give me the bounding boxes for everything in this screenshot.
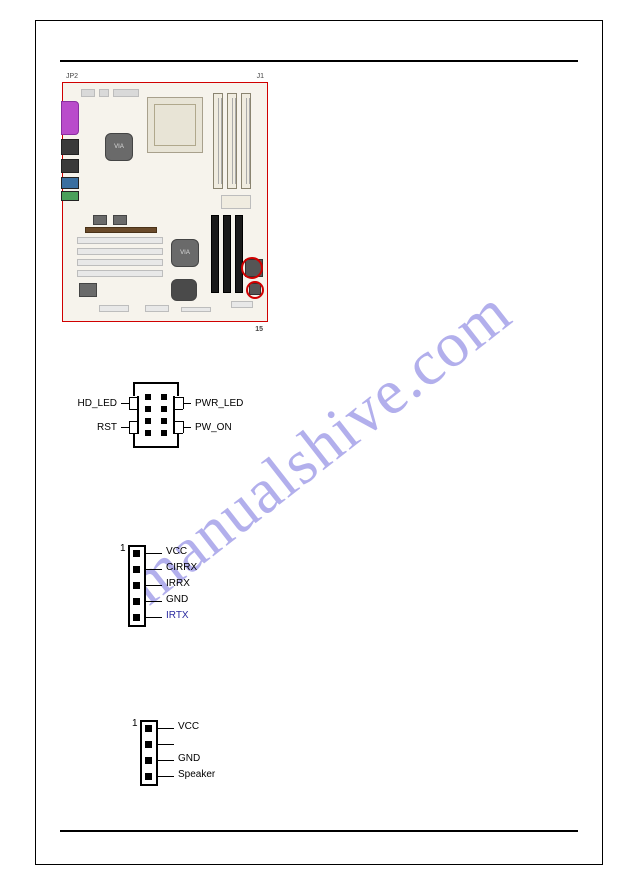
lead (158, 760, 174, 761)
ide-connector (211, 215, 219, 293)
pin (145, 406, 151, 412)
rule-top (60, 60, 578, 62)
callout-circle (241, 257, 263, 279)
pin (133, 582, 140, 589)
motherboard-diagram: JP2 J1 VIA VIA (62, 82, 268, 322)
chip-misc (93, 215, 107, 225)
label-hd-led: HD_LED (78, 398, 117, 409)
lead (129, 409, 137, 410)
pin (133, 614, 140, 621)
agp-slot (85, 227, 157, 233)
header-small (99, 89, 109, 97)
header-small (231, 301, 253, 308)
chip-southbridge: VIA (171, 239, 199, 267)
label-jp2: JP2 (66, 73, 78, 80)
ram-slot (241, 93, 251, 189)
rule-bottom (60, 830, 578, 832)
label-bottom: 15 (255, 326, 263, 333)
pin (145, 430, 151, 436)
lead (129, 421, 137, 422)
pin-label: IRTX (166, 610, 189, 621)
lead (129, 397, 130, 409)
pin (161, 418, 167, 424)
pci-slot (77, 270, 163, 277)
lead (158, 776, 174, 777)
header-small (145, 305, 169, 312)
pin-label: GND (166, 594, 188, 605)
pin (145, 773, 152, 780)
lead (146, 553, 162, 554)
header-small (99, 305, 129, 312)
lead (129, 421, 130, 433)
port-parallel (61, 101, 79, 135)
pin-label: VCC (166, 546, 187, 557)
pin (133, 598, 140, 605)
lead (175, 397, 183, 398)
ide-connector (235, 215, 243, 293)
j1-connector-diagram: 1 VCC GND Speaker (122, 720, 282, 796)
chip-northbridge: VIA (105, 133, 133, 161)
pin (161, 406, 167, 412)
header-tab (133, 434, 179, 448)
lead (146, 601, 162, 602)
cpu-socket (147, 97, 203, 153)
pin (145, 741, 152, 748)
lead (146, 617, 162, 618)
pci-slot (77, 237, 163, 244)
pin1-marker: 1 (120, 543, 126, 554)
port-ps2 (61, 139, 79, 155)
lead (129, 433, 137, 434)
pin (133, 566, 140, 573)
pin (145, 394, 151, 400)
pin-label: CIRRX (166, 562, 197, 573)
atx-power (221, 195, 251, 209)
lead (183, 427, 191, 428)
ide-connector (223, 215, 231, 293)
pin (145, 418, 151, 424)
label-pw-on: PW_ON (195, 422, 232, 433)
chip-misc (113, 215, 127, 225)
pin (133, 550, 140, 557)
pci-slot (77, 248, 163, 255)
pin (161, 394, 167, 400)
pin (145, 725, 152, 732)
lead (158, 728, 174, 729)
lead (129, 397, 137, 398)
pin-label: VCC (178, 721, 199, 732)
header-small (181, 307, 211, 312)
callout-circle (246, 281, 264, 299)
lead (146, 585, 162, 586)
port-vga (61, 177, 79, 189)
pin (145, 757, 152, 764)
label-j1: J1 (257, 73, 264, 80)
lead (146, 569, 162, 570)
pin-label: IRRX (166, 578, 190, 589)
pin-label: Speaker (178, 769, 215, 780)
header-small (81, 89, 95, 97)
lead (121, 403, 129, 404)
header-small (113, 89, 139, 97)
label-pwr-led: PWR_LED (195, 398, 243, 409)
j2-connector-diagram: 1 VCC CIRRX IRRX GND IRTX (110, 545, 270, 635)
port-audio (61, 191, 79, 201)
header-tab (133, 382, 179, 396)
lead (183, 403, 191, 404)
pin1-marker: 1 (132, 718, 138, 729)
lead (121, 427, 129, 428)
chip-battery (171, 279, 197, 301)
pin (161, 430, 167, 436)
lead (175, 409, 183, 410)
lead (175, 433, 183, 434)
lead (175, 421, 183, 422)
port-usb (61, 159, 79, 173)
ram-slot (213, 93, 223, 189)
pci-slot (77, 259, 163, 266)
ram-slot (227, 93, 237, 189)
pin-label: GND (178, 753, 200, 764)
page: manualshive.com JP2 J1 VIA VIA (0, 0, 638, 893)
lead (158, 744, 174, 745)
label-rst: RST (97, 422, 117, 433)
chip-misc (79, 283, 97, 297)
j3-connector-diagram: HD_LED RST PWR_LED PW_ON (85, 380, 285, 460)
